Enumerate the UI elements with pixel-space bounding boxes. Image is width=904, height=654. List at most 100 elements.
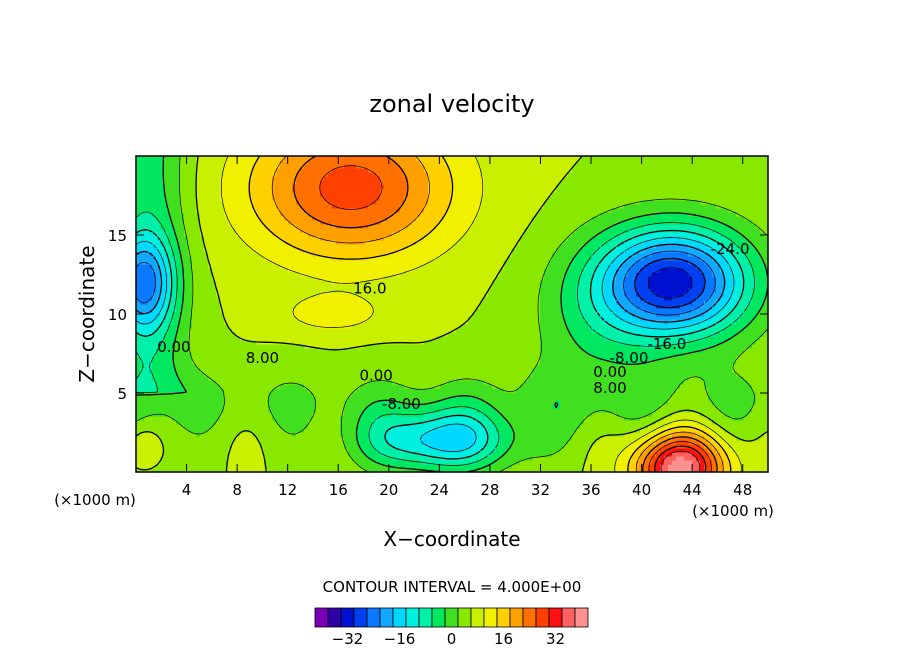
contour-cell [348, 456, 353, 461]
contour-cell [328, 432, 333, 437]
contour-cell [516, 420, 521, 425]
contour-cell [480, 428, 485, 433]
contour-cell [360, 420, 365, 425]
contour-cell [284, 352, 289, 357]
contour-cell [188, 416, 193, 421]
contour-cell [480, 436, 485, 441]
contour-cell [320, 396, 325, 401]
contour-cell [716, 412, 721, 417]
contour-cell [620, 424, 625, 429]
contour-cell [228, 416, 233, 421]
contour-cell [524, 400, 529, 405]
contour-cell [228, 464, 233, 469]
contour-cell [764, 464, 768, 469]
contour-cell [624, 436, 629, 441]
contour-cell [288, 372, 293, 377]
contour-cell [636, 384, 641, 389]
contour-cell [224, 364, 229, 369]
contour-cell [184, 380, 189, 385]
contour-cell [272, 468, 277, 472]
contour-cell [748, 376, 753, 381]
contour-cell [588, 404, 593, 409]
contour-cell [564, 424, 569, 429]
contour-cell [512, 384, 517, 389]
contour-cell [244, 440, 249, 445]
contour-cell [660, 384, 665, 389]
contour-cell [568, 360, 573, 365]
contour-cell [564, 456, 569, 461]
contour-cell [436, 360, 441, 365]
contour-cell [244, 416, 249, 421]
contour-cell [424, 428, 429, 433]
contour-cell [476, 436, 481, 441]
contour-cell [256, 432, 261, 437]
contour-cell [260, 404, 265, 409]
contour-cell [316, 364, 321, 369]
contour-cell [484, 408, 489, 413]
contour-cell [188, 372, 193, 377]
contour-cell [404, 444, 409, 449]
contour-cell [440, 436, 445, 441]
contour-cell [616, 440, 621, 445]
contour-cell [624, 392, 629, 397]
contour-cell [376, 452, 381, 457]
contour-cell [564, 372, 569, 377]
contour-cell [644, 380, 649, 385]
contour-cell [292, 416, 297, 421]
contour-cell [724, 352, 729, 357]
contour-cell [300, 364, 305, 369]
contour-cell [140, 372, 145, 377]
contour-cell [252, 388, 257, 393]
contour-cell [400, 356, 405, 361]
contour-cell [680, 368, 685, 373]
contour-cell [708, 412, 713, 417]
contour-cell [604, 376, 609, 381]
contour-cell [372, 436, 377, 441]
contour-cell [256, 452, 261, 457]
contour-cell [732, 464, 737, 469]
contour-cell [600, 404, 605, 409]
contour-cell [340, 444, 345, 449]
contour-cell [312, 392, 317, 397]
contour-cell [756, 428, 761, 433]
contour-cell [748, 380, 753, 385]
contour-cell [424, 388, 429, 393]
contour-cell [164, 464, 169, 469]
contour-cell [564, 408, 569, 413]
contour-cell [688, 388, 693, 393]
contour-cell [552, 392, 557, 397]
contour-cell [448, 416, 453, 421]
contour-cell [532, 464, 537, 469]
contour-cell [160, 400, 165, 405]
contour-cell [680, 436, 685, 441]
contour-cell [180, 348, 185, 353]
contour-cell [548, 444, 553, 449]
contour-cell [444, 344, 449, 349]
contour-cell [160, 404, 165, 409]
contour-cell [268, 420, 273, 425]
contour-cell [512, 428, 517, 433]
contour-cell [356, 416, 361, 421]
contour-cell [384, 364, 389, 369]
contour-cell [164, 432, 169, 437]
contour-cell [660, 420, 665, 425]
contour-cell [544, 424, 549, 429]
contour-cell [420, 344, 425, 349]
contour-cell [572, 424, 577, 429]
contour-cell [268, 452, 273, 457]
contour-cell [268, 424, 273, 429]
contour-cell [360, 360, 365, 365]
contour-cell [592, 360, 597, 365]
contour-cell [596, 364, 601, 369]
contour-cell [252, 396, 257, 401]
contour-cell [328, 408, 333, 413]
contour-cell [556, 388, 561, 393]
contour-cell [292, 364, 297, 369]
contour-cell [500, 360, 505, 365]
contour-cell [564, 404, 569, 409]
contour-cell [648, 384, 653, 389]
contour-cell [644, 364, 649, 369]
contour-cell [500, 348, 505, 353]
contour-cell [436, 400, 441, 405]
contour-cell [276, 388, 281, 393]
